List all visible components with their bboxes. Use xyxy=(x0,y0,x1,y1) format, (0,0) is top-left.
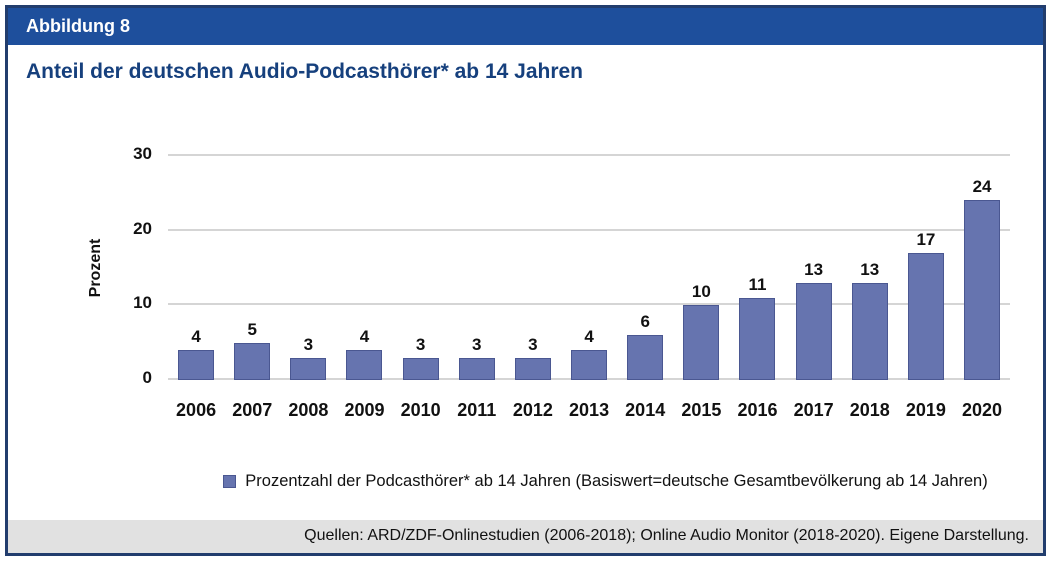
bar-2010 xyxy=(402,357,439,380)
bar-value-label-2019: 17 xyxy=(916,229,936,249)
y-tick-10: 10 xyxy=(133,293,152,313)
bar-value-label-2016: 11 xyxy=(748,274,767,294)
legend-marker-icon xyxy=(223,475,237,488)
gridline-20 xyxy=(168,228,1010,231)
x-label-2008: 2008 xyxy=(288,400,329,420)
bar-slot-2016: 11 xyxy=(729,154,785,380)
bar-2017 xyxy=(795,282,832,380)
y-axis-label: Prozent xyxy=(87,238,104,298)
bar-2011 xyxy=(458,357,495,380)
x-label-2011: 2011 xyxy=(457,400,497,420)
plot-area: 4 5 3 4 3 3 3 4 6 10 11 13 13 17 24 xyxy=(168,154,1010,380)
x-label-2012: 2012 xyxy=(512,400,553,420)
x-label-2013: 2013 xyxy=(569,400,610,420)
bar-2007 xyxy=(234,342,271,380)
x-label-2016: 2016 xyxy=(737,400,778,420)
bar-2019 xyxy=(907,252,944,380)
bar-slot-2009: 4 xyxy=(336,154,392,380)
figure-frame: Abbildung 8 Anteil der deutschen Audio-P… xyxy=(5,5,1046,556)
bar-slot-2008: 3 xyxy=(280,154,336,380)
x-label-2015: 2015 xyxy=(681,400,722,420)
bar-slot-2010: 3 xyxy=(393,154,449,380)
bar-2013 xyxy=(571,350,608,380)
chart-title: Anteil der deutschen Audio-Podcasthörer*… xyxy=(26,60,584,83)
bar-slot-2011: 3 xyxy=(449,154,505,380)
bar-value-label-2007: 5 xyxy=(247,319,257,339)
bar-slot-2013: 4 xyxy=(561,154,617,380)
bar-2012 xyxy=(514,357,551,380)
gridline-30 xyxy=(168,154,1010,156)
bar-slot-2015: 10 xyxy=(673,154,729,380)
bar-value-label-2017: 13 xyxy=(804,259,824,279)
bar-2015 xyxy=(683,305,720,380)
bar-value-label-2009: 4 xyxy=(359,327,370,346)
bar-slot-2012: 3 xyxy=(505,154,561,380)
bar-slot-2006: 4 xyxy=(168,154,224,380)
y-tick-0: 0 xyxy=(142,368,152,387)
bar-slot-2014: 6 xyxy=(617,154,673,380)
bar-2018 xyxy=(851,282,888,380)
x-label-2018: 2018 xyxy=(849,400,890,420)
legend: Prozentzahl der Podcasthörer* ab 14 Jahr… xyxy=(168,472,1043,491)
bar-2009 xyxy=(346,350,383,380)
x-label-2007: 2007 xyxy=(232,400,273,420)
x-label-2009: 2009 xyxy=(344,400,385,420)
source-text: Quellen: ARD/ZDF-Onlinestudien (2006-201… xyxy=(304,527,1029,544)
bar-slot-2017: 13 xyxy=(786,154,842,380)
bar-value-label-2011: 3 xyxy=(472,334,482,354)
x-label-2014: 2014 xyxy=(625,400,666,420)
bar-2020 xyxy=(964,200,1001,380)
y-tick-20: 20 xyxy=(133,218,152,238)
bar-slot-2019: 17 xyxy=(898,154,954,380)
bar-slot-2007: 5 xyxy=(224,154,280,380)
x-axis-labels: 2006 2007 2008 2009 2010 2011 2012 2013 2014 2015… xyxy=(168,400,1010,421)
bar-2016 xyxy=(739,297,776,380)
y-tick-30: 30 xyxy=(133,144,152,163)
bar-2006 xyxy=(178,350,215,380)
bar-2014 xyxy=(627,335,664,380)
bar-value-label-2014: 6 xyxy=(640,312,650,331)
bar-value-label-2012: 3 xyxy=(528,334,538,354)
x-label-2019: 2019 xyxy=(905,400,946,420)
bar-value-label-2015: 10 xyxy=(691,282,711,301)
bar-2008 xyxy=(290,357,327,380)
bars-container: 4 5 3 4 3 3 3 4 6 10 11 13 13 17 24 xyxy=(168,154,1010,380)
bar-slot-2018: 13 xyxy=(842,154,898,380)
x-label-2006: 2006 xyxy=(176,400,217,420)
bar-value-label-2006: 4 xyxy=(191,327,201,346)
bar-value-label-2013: 4 xyxy=(584,327,594,346)
bar-value-label-2020: 24 xyxy=(972,177,992,196)
bar-value-label-2008: 3 xyxy=(303,334,314,354)
source-footer: Quellen: ARD/ZDF-Onlinestudien (2006-201… xyxy=(8,520,1043,553)
legend-label: Prozentzahl der Podcasthörer* ab 14 Jahr… xyxy=(245,472,988,490)
x-label-2020: 2020 xyxy=(962,400,1003,420)
x-label-2017: 2017 xyxy=(793,400,834,420)
bar-value-label-2018: 13 xyxy=(860,259,880,279)
gridline-10 xyxy=(168,303,1010,306)
figure-header-bar: Abbildung 8 xyxy=(8,8,1043,45)
chart-area: Prozent 4 5 3 4 3 3 3 4 6 10 11 13 13 17 24 2006 2007 20… xyxy=(8,144,1043,442)
bar-value-label-2010: 3 xyxy=(415,334,426,354)
bar-slot-2020: 24 xyxy=(954,154,1010,380)
figure-number-label: Abbildung 8 xyxy=(26,16,130,36)
x-label-2010: 2010 xyxy=(400,400,441,420)
